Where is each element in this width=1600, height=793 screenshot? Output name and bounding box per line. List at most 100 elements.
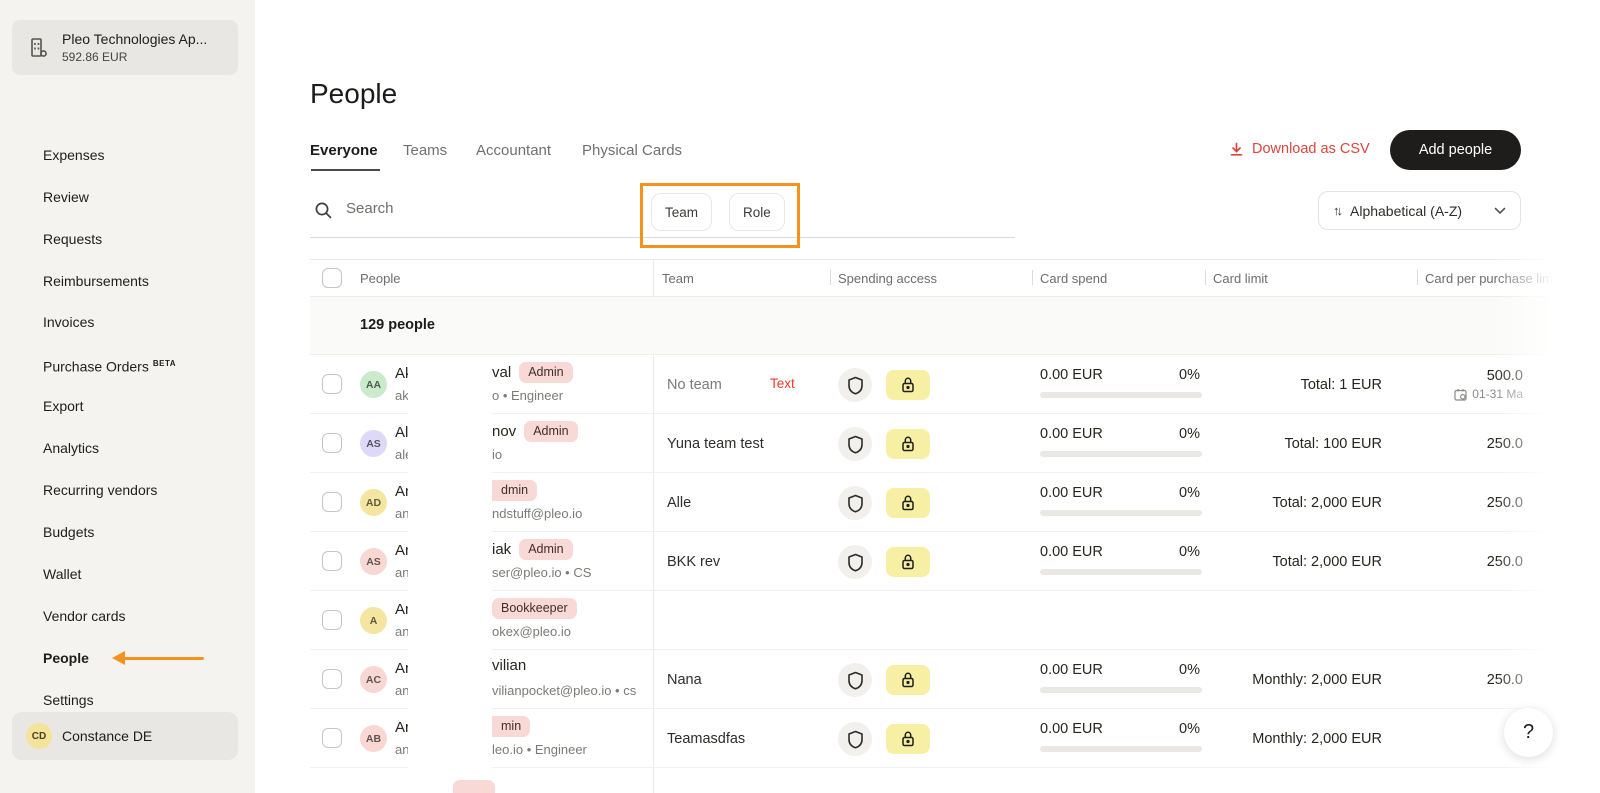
tab-teams[interactable]: Teams [403,142,448,159]
column-header-people[interactable]: People [360,271,401,286]
table-row[interactable]: AS An iak Admin an ser@pleo.io • CS BKK … [310,532,1552,591]
spending-access-chip[interactable] [838,368,872,402]
card-limit-cell: Monthly: 2,000 EUR [1252,730,1382,747]
sidebar-item-requests[interactable]: Requests [43,231,103,247]
search-input[interactable] [346,200,626,217]
spending-access-chip[interactable] [838,545,872,579]
table-row[interactable]: AS Al nov Admin ale io Yuna team test 0.… [310,414,1552,473]
person-name-fragment: val [492,364,512,381]
card-spend-value: 0.00 EUR [1040,485,1103,501]
card-lock-chip[interactable] [886,665,930,695]
sidebar-item-recurring-vendors[interactable]: Recurring vendors [43,482,158,498]
lock-icon [901,377,915,393]
avatar: AD [360,489,387,516]
sort-arrows-icon: ↑↓ [1333,203,1343,218]
role-badge: Admin [519,539,573,560]
person-name-fragment: iak [492,541,512,558]
team-cell: Teamasdfas [667,730,746,747]
spend-progress-bar [1040,569,1202,575]
sidebar-item-export[interactable]: Export [43,398,84,414]
person-email: an [395,742,410,757]
sidebar-item-settings[interactable]: Settings [43,692,94,708]
spending-access-chip[interactable] [838,663,872,697]
active-tab-underline [311,169,380,171]
sidebar-item-reimbursements[interactable]: Reimbursements [43,273,149,289]
sidebar: Pleo Technologies Ap... 592.86 EUR Expen… [0,0,255,793]
table-row[interactable]: AD An dmin an ndstuff@pleo.io Alle 0.00 … [310,473,1552,532]
sidebar-item-analytics[interactable]: Analytics [43,440,100,456]
row-checkbox[interactable] [322,610,342,630]
card-lock-chip[interactable] [886,488,930,518]
avatar: AB [360,725,387,752]
sidebar-item-review[interactable]: Review [43,189,89,205]
sidebar-item-purchase-orders[interactable]: Purchase Orders BETA [43,358,177,375]
select-all-checkbox[interactable] [322,268,342,288]
company-switcher[interactable]: Pleo Technologies Ap... 592.86 EUR [12,20,238,75]
card-limit-cell: Total: 2,000 EUR [1272,494,1382,511]
shield-icon [847,494,864,513]
column-header-spending-access[interactable]: Spending access [838,271,938,286]
card-lock-chip[interactable] [886,547,930,577]
column-header-team[interactable]: Team [662,271,694,286]
add-people-button[interactable]: Add people [1390,130,1521,170]
user-menu[interactable]: CD Constance DE [12,712,238,760]
people-team-column-divider [653,259,654,793]
spending-access-chip[interactable] [838,427,872,461]
tab-accountant[interactable]: Accountant [476,142,552,159]
row-checkbox[interactable] [322,728,342,748]
spending-access-chip[interactable] [838,486,872,520]
person-email: an [395,683,410,698]
partial-row-badge-fragment [453,780,495,793]
card-lock-chip[interactable] [886,724,930,754]
table-row[interactable]: AC Ar vilian an vilianpocket@pleo.io • c… [310,650,1552,709]
shield-icon [847,376,864,395]
card-lock-chip[interactable] [886,429,930,459]
table-row[interactable]: A An Bookkeeper an okex@pleo.io [310,591,1552,650]
card-spend-percent: 0% [1179,662,1200,678]
table-row[interactable]: AB Ar min an leo.io • Engineer Teamasdfa… [310,709,1552,768]
role-badge: Admin [524,421,578,442]
row-checkbox[interactable] [322,374,342,394]
sidebar-item-people[interactable]: People [43,650,89,666]
sidebar-item-expenses[interactable]: Expenses [43,147,105,163]
tab-everyone[interactable]: Everyone [310,142,378,159]
role-badge: dmin [492,480,538,501]
person-email: ak [395,388,409,403]
card-spend-percent: 0% [1179,426,1200,442]
role-filter-button[interactable]: Role [729,193,785,231]
beta-badge: BETA [152,359,177,368]
sidebar-item-vendor-cards[interactable]: Vendor cards [43,608,126,624]
row-checkbox[interactable] [322,551,342,571]
row-checkbox[interactable] [322,669,342,689]
sidebar-item-budgets[interactable]: Budgets [43,524,95,540]
sort-dropdown[interactable]: ↑↓ Alphabetical (A-Z) [1318,191,1521,230]
row-checkbox[interactable] [322,492,342,512]
spend-progress-bar [1040,687,1202,693]
spending-access-chip[interactable] [838,722,872,756]
person-name-fragment: nov [492,423,517,440]
person-email-fragment: leo.io • Engineer [492,742,587,757]
card-limit-cell: Total: 100 EUR [1284,435,1382,452]
person-name: Al [395,424,409,441]
team-filter-button[interactable]: Team [651,193,713,231]
person-name: Ar [395,660,410,677]
calendar-icon [1454,388,1467,401]
role-badge: Admin [519,362,573,383]
row-checkbox[interactable] [322,433,342,453]
column-header-card-per-purchase[interactable]: Card per purchase lim [1425,271,1553,286]
download-csv-link[interactable]: Download as CSV [1229,141,1370,157]
lock-icon [901,554,915,570]
sidebar-item-wallet[interactable]: Wallet [43,566,82,582]
column-header-card-spend[interactable]: Card spend [1040,271,1108,286]
card-lock-chip[interactable] [886,370,930,400]
table-row[interactable]: AA Ak val Admin ak o • Engineer No team … [310,355,1552,414]
card-per-purchase-cell: 250.0 [1486,553,1523,570]
help-button[interactable]: ? [1504,708,1553,757]
card-limit-cell: Total: 1 EUR [1300,376,1382,393]
person-email: an [395,565,410,580]
tab-physical-cards[interactable]: Physical Cards [582,142,683,159]
column-header-card-limit[interactable]: Card limit [1213,271,1268,286]
sidebar-item-invoices[interactable]: Invoices [43,314,95,330]
card-per-purchase-cell: 250.0 [1486,671,1523,688]
card-per-purchase-cell: 500.0 01-31 Ma [1410,355,1523,414]
